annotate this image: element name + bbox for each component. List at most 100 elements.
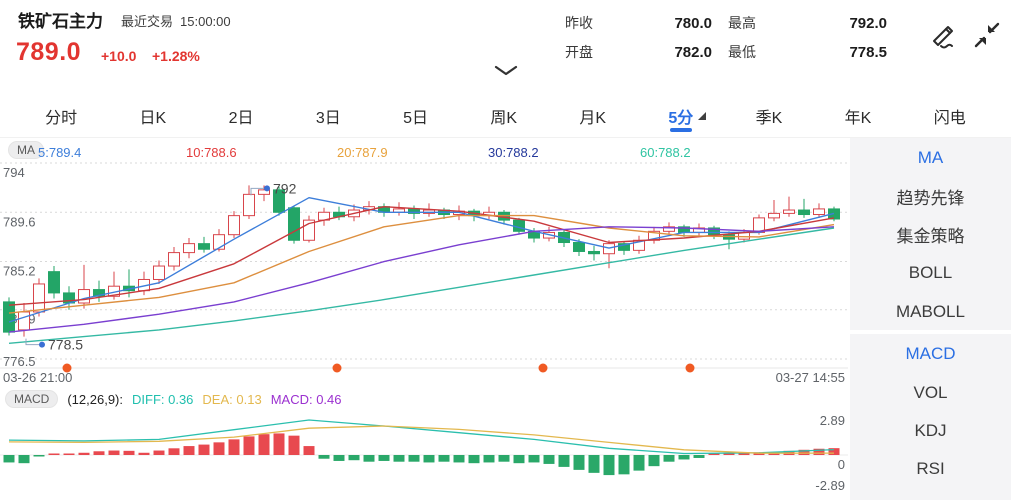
tab-bar: 分时 日K 2日 3日 5日 周K 月K 5分 季K 年K 闪电 — [0, 95, 1011, 138]
candle-body-10 — [153, 265, 165, 280]
macd-line-diff — [8, 419, 835, 455]
tab-minute[interactable]: 分时 — [45, 110, 78, 127]
macd-bar-21 — [318, 455, 330, 459]
macd-bar-4 — [63, 453, 75, 455]
candle-body-6 — [93, 289, 105, 297]
annotation-dot-792 — [264, 185, 270, 192]
session-break-dot-2 — [538, 363, 548, 373]
ma-legend-value-3: 30:788.2 — [488, 145, 539, 160]
tab-daily-k[interactable]: 日K — [139, 110, 167, 127]
tab-5-day[interactable]: 5日 — [403, 110, 428, 127]
sidebar-item-macd[interactable]: MACD — [905, 344, 956, 364]
stat-label-0: 昨收 — [565, 15, 593, 31]
x-axis-start-label: 03-26 21:00 — [3, 370, 72, 385]
macd-legend-value-2: MACD: 0.46 — [270, 391, 342, 407]
macd-bar-20 — [303, 446, 315, 455]
tab-2-day[interactable]: 2日 — [228, 110, 254, 127]
macd-sub-chart[interactable]: 2.89 0 -2.89 — [0, 408, 848, 500]
macd-bar-17 — [258, 434, 270, 455]
macd-bar-49 — [738, 453, 750, 455]
session-break-dot-3 — [685, 363, 695, 373]
sidebar-item-boll[interactable]: BOLL — [908, 263, 953, 283]
macd-bar-47 — [708, 453, 720, 455]
macd-bar-10 — [153, 450, 165, 455]
macd-bar-3 — [48, 453, 60, 455]
candle-body-51 — [768, 212, 780, 219]
candle-body-15 — [228, 215, 240, 236]
stat-label-3: 最低 — [728, 44, 756, 60]
macd-bar-29 — [438, 455, 450, 462]
tab-yearly-k[interactable]: 年K — [844, 110, 872, 127]
macd-legend-value-1: DEA: 0.13 — [202, 391, 262, 407]
macd-bar-18 — [273, 433, 285, 455]
annotation-line-778.5 — [25, 338, 40, 346]
tab-3-day[interactable]: 3日 — [315, 110, 341, 127]
macd-bar-14 — [213, 442, 225, 455]
macd-bar-1 — [18, 455, 30, 464]
macd-bar-12 — [183, 446, 195, 455]
y-axis-tick-2: 785.2 — [3, 264, 36, 279]
macd-bar-34 — [513, 455, 525, 464]
tab-quarterly-k[interactable]: 季K — [755, 110, 783, 127]
macd-bar-6 — [93, 451, 105, 455]
sub-indicator-group: MACD VOL KDJ RSI TRIX — [850, 334, 1011, 500]
ma-line-ma5 — [8, 197, 835, 323]
sidebar-item-集金策略[interactable]: 集金策略 — [896, 227, 965, 247]
candle-body-20 — [303, 219, 315, 241]
candle-body-1 — [18, 311, 30, 331]
macd-legend-value-0: DIFF: 0.36 — [132, 391, 194, 407]
tab-weekly-k[interactable]: 周K — [490, 110, 517, 127]
macd-bar-40 — [603, 455, 615, 476]
last-trade-label: 最近交易 — [121, 14, 174, 29]
price-change-percent: +1.28% — [152, 48, 200, 64]
sidebar-item-vol[interactable]: VOL — [913, 382, 948, 402]
macd-bar-7 — [108, 450, 120, 455]
collapse-icon[interactable] — [972, 20, 1002, 55]
macd-bar-24 — [363, 455, 375, 462]
macd-tick-2: -2.89 — [815, 478, 845, 493]
sidebar-item-kdj[interactable]: KDJ — [914, 420, 947, 440]
ma-indicator-badge[interactable]: MA — [8, 141, 44, 159]
ma-legend-value-4: 60:788.2 — [640, 145, 691, 160]
macd-indicator-badge[interactable]: MACD — [5, 390, 59, 408]
tab-flash[interactable]: 闪电 — [933, 110, 966, 127]
sidebar-item-trix[interactable]: TRIX — [850, 489, 1011, 500]
header: 铁矿石主力 最近交易 15:00:00 789.0 +10.0 +1.28% 昨收… — [0, 0, 1011, 95]
macd-line-dea — [8, 425, 835, 454]
last-trade-time: 最近交易 15:00:00 — [121, 11, 238, 30]
candle-body-11 — [168, 252, 180, 267]
sidebar-item-趋势先锋[interactable]: 趋势先锋 — [896, 189, 965, 209]
macd-bar-27 — [408, 455, 420, 462]
sidebar-item-ma[interactable]: MA — [917, 148, 944, 168]
candle-body-52 — [783, 209, 795, 214]
last-price: 789.0 — [16, 38, 82, 66]
tab-monthly-k[interactable]: 月K — [579, 110, 607, 127]
sidebar-item-maboll[interactable]: MABOLL — [896, 301, 965, 321]
macd-bar-22 — [333, 455, 345, 461]
candle-body-53 — [798, 209, 810, 216]
annotation-text-778.5: 778.5 — [48, 337, 83, 353]
macd-bar-16 — [243, 436, 255, 455]
macd-bar-25 — [378, 455, 390, 461]
ma-legend-value-2: 20:787.9 — [337, 145, 388, 160]
price-change: +10.0 — [101, 48, 137, 64]
macd-histogram — [3, 433, 840, 476]
draw-pencil-icon[interactable] — [928, 22, 958, 57]
macd-bar-51 — [768, 452, 780, 455]
macd-bar-36 — [543, 455, 555, 464]
macd-bar-19 — [288, 435, 300, 455]
session-break-dot-1 — [332, 363, 342, 373]
sidebar-item-rsi[interactable]: RSI — [916, 459, 945, 479]
macd-bar-30 — [453, 455, 465, 463]
candle-body-38 — [573, 242, 585, 252]
tab-5-min[interactable]: 5分 — [668, 95, 707, 138]
annotation-line-792 — [250, 187, 265, 196]
y-axis-tick-1: 789.6 — [3, 214, 36, 229]
chevron-down-icon[interactable] — [493, 64, 519, 83]
macd-bar-31 — [468, 455, 480, 464]
macd-bar-0 — [3, 455, 15, 463]
symbol-name: 铁矿石主力 — [18, 12, 103, 31]
candle-body-2 — [33, 283, 45, 313]
